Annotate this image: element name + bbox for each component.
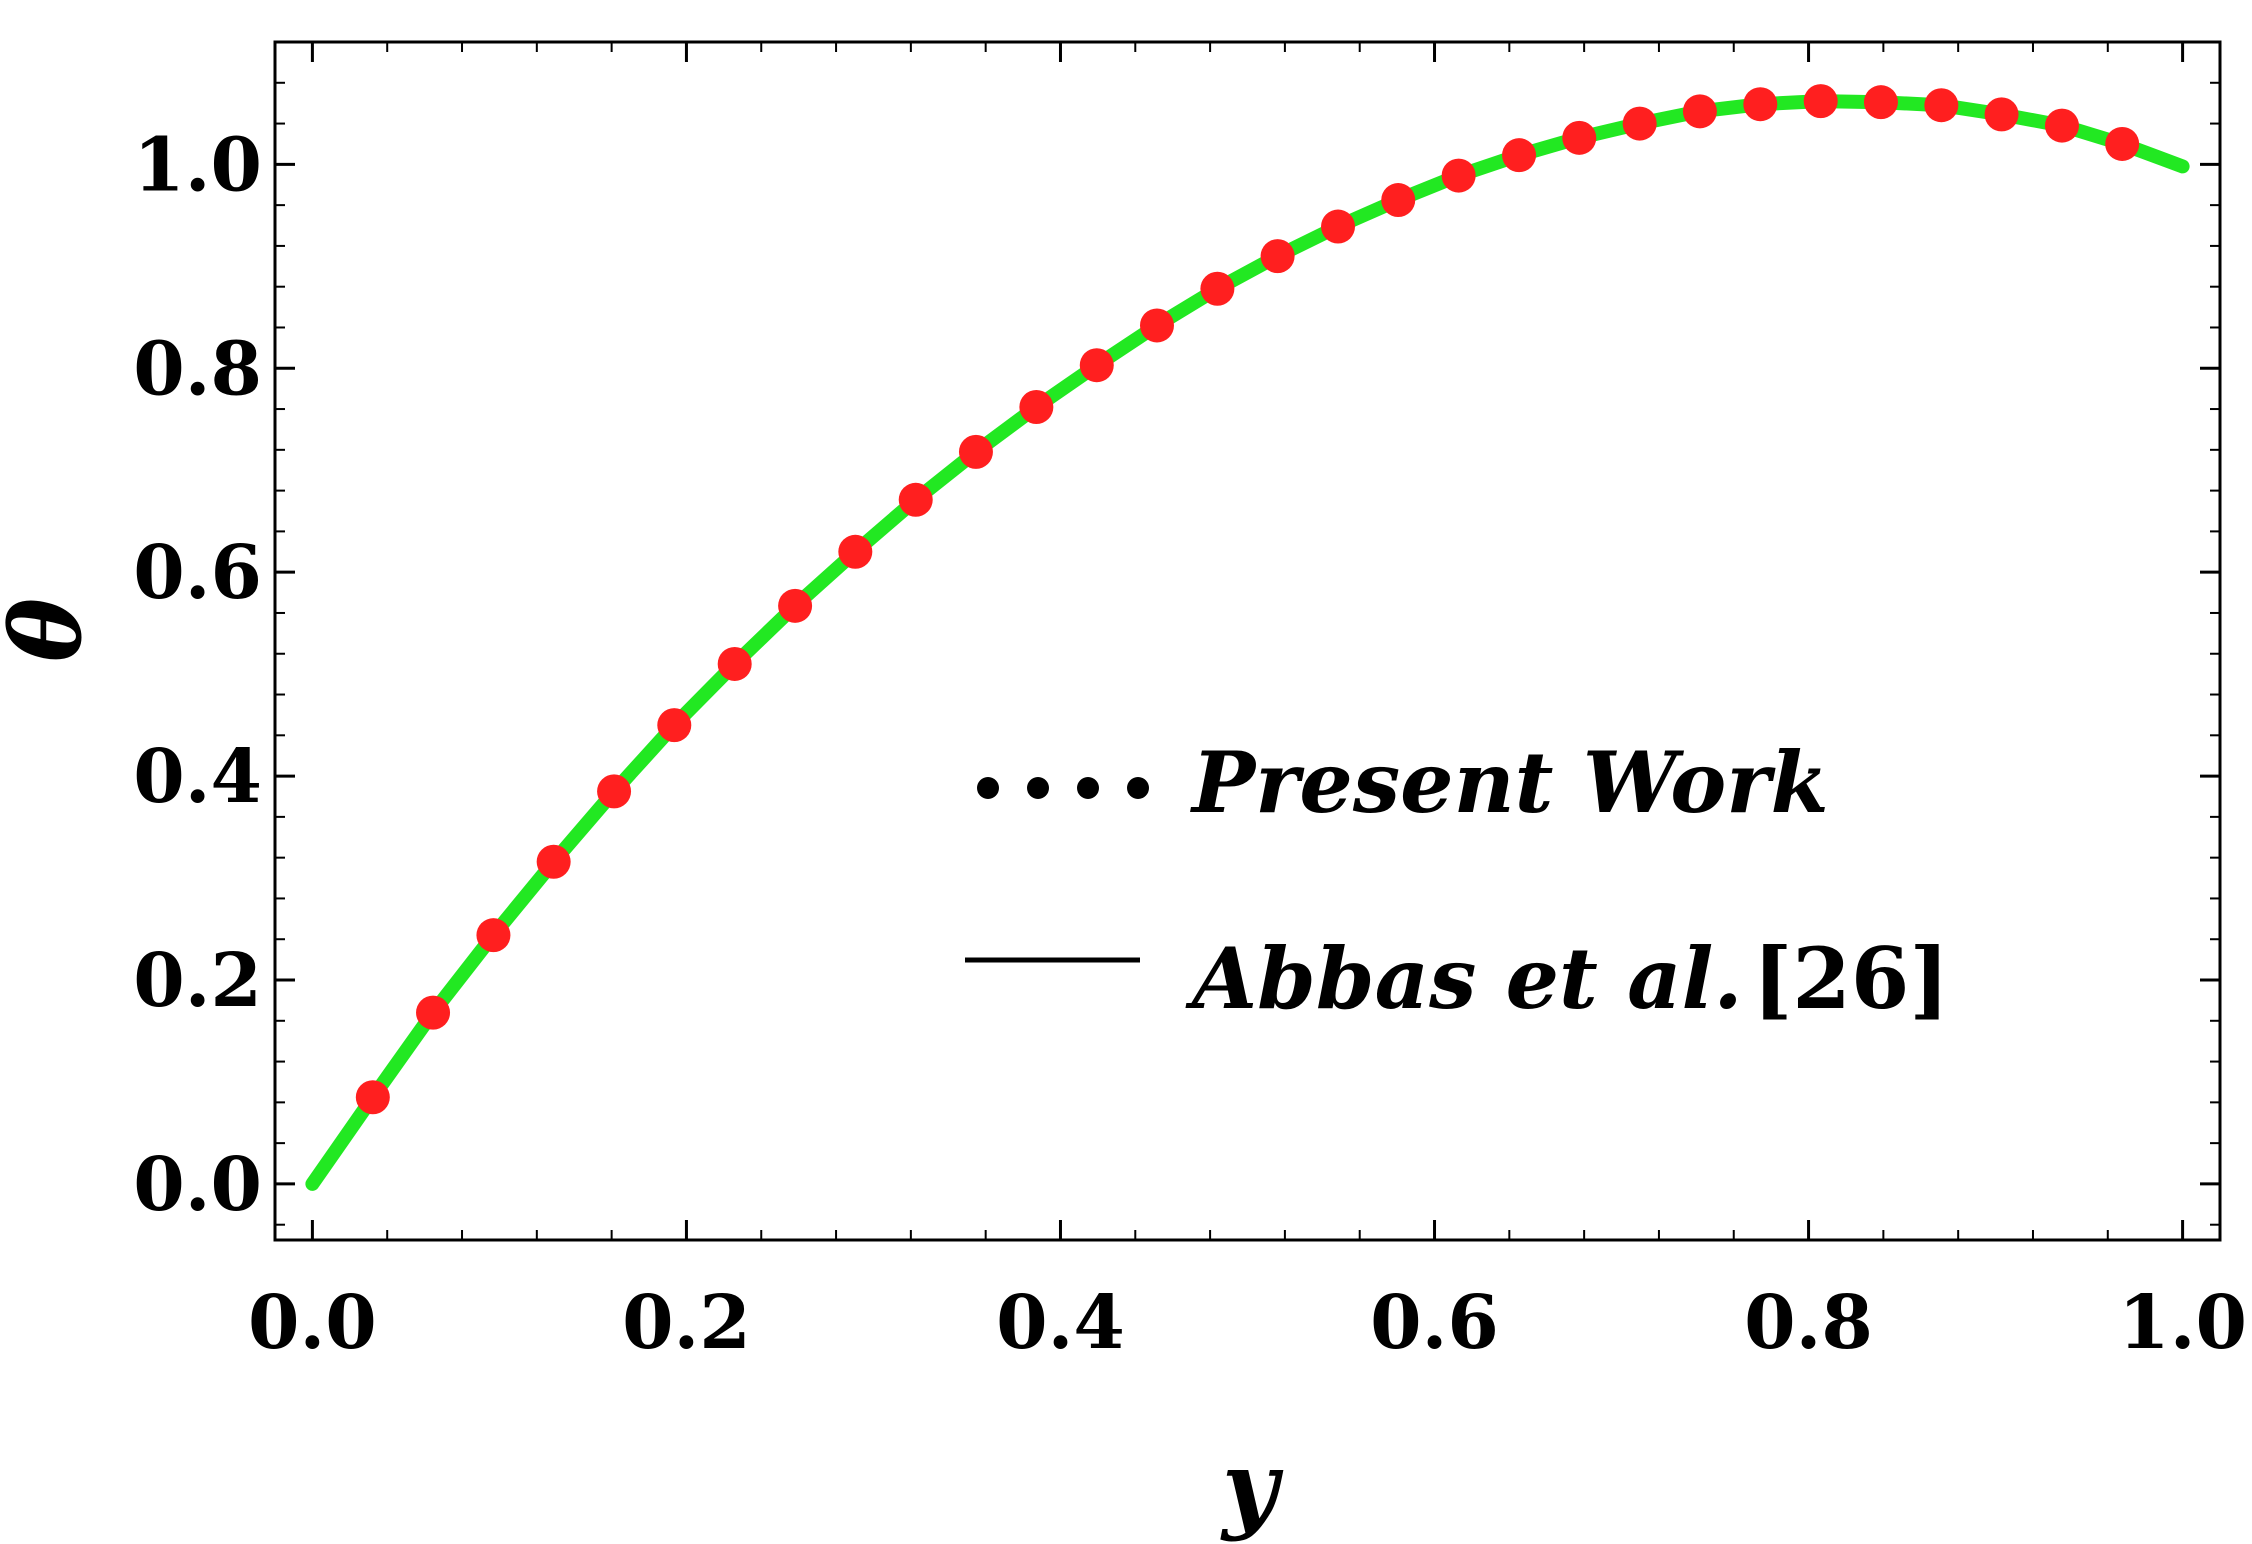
data-point: [1863, 85, 1898, 120]
data-point: [1682, 94, 1717, 129]
legend-label-present-work: Present Work: [1190, 733, 1829, 832]
x-tick-label: 0.2: [622, 1280, 751, 1366]
legend-marker-present-work: [977, 777, 1149, 799]
data-point: [1743, 87, 1778, 122]
x-tick-labels: 0.0 0.2 0.4 0.6 0.8 1.0: [248, 1280, 2247, 1366]
data-point: [1381, 183, 1416, 218]
x-tick-label: 0.0: [248, 1280, 377, 1366]
data-point: [536, 844, 571, 879]
x-tick-label: 1.0: [2118, 1280, 2247, 1366]
data-point: [657, 708, 692, 743]
data-point: [1441, 158, 1476, 193]
data-point: [597, 774, 632, 809]
legend-label-abbas-ref: [26]: [1753, 929, 1949, 1028]
data-point: [1200, 271, 1235, 306]
x-axis-label: y: [1220, 1430, 1284, 1543]
data-point: [1321, 209, 1356, 244]
y-tick-labels: 0.0 0.2 0.4 0.6 0.8 1.0: [133, 122, 262, 1228]
data-point: [416, 995, 451, 1030]
data-point: [476, 918, 511, 953]
legend-dot: [1027, 777, 1049, 799]
data-point: [1803, 84, 1838, 119]
data-point: [717, 646, 752, 681]
legend-dot: [1077, 777, 1099, 799]
legend-label-abbas-name: Abbas et al.: [1185, 929, 1743, 1028]
x-tick-label: 0.8: [1744, 1280, 1873, 1366]
data-point: [1562, 120, 1597, 155]
series-points-present-work: [355, 84, 2140, 1115]
data-point: [778, 588, 813, 623]
data-point: [898, 482, 933, 517]
data-point: [958, 434, 993, 469]
data-point: [838, 534, 873, 569]
y-tick-label: 0.0: [133, 1142, 262, 1228]
y-tick-label: 0.6: [133, 530, 262, 616]
y-tick-label: 0.2: [133, 938, 262, 1024]
y-tick-label: 1.0: [133, 122, 262, 208]
data-point: [1984, 97, 2019, 132]
data-point: [1260, 239, 1295, 274]
y-tick-label: 0.8: [133, 326, 262, 412]
x-tick-label: 0.4: [996, 1280, 1125, 1366]
data-point: [1502, 138, 1537, 173]
legend-label-abbas: Abbas et al. [26]: [1185, 929, 1949, 1028]
data-point: [2105, 126, 2140, 161]
data-point: [1019, 390, 1054, 425]
tick-marks: [275, 42, 2220, 1240]
data-point: [355, 1080, 390, 1115]
y-tick-label: 0.4: [133, 734, 262, 820]
data-point: [1924, 88, 1959, 123]
data-point: [2044, 108, 2079, 143]
data-point: [1622, 106, 1657, 141]
legend-dot: [1127, 777, 1149, 799]
legend: Present Work Abbas et al. [26]: [965, 733, 1949, 1028]
data-point: [1079, 348, 1114, 383]
plot-frame: [273, 40, 2222, 1242]
legend-dot: [977, 777, 999, 799]
x-tick-label: 0.6: [1370, 1280, 1499, 1366]
y-axis-label: θ: [0, 598, 103, 662]
data-point: [1139, 308, 1174, 343]
